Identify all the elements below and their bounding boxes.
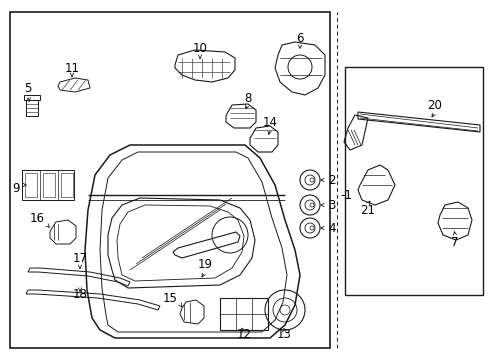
Text: 5: 5	[24, 81, 32, 95]
Text: 9: 9	[13, 181, 20, 194]
Bar	[345, 67, 482, 295]
Bar	[220, 298, 267, 330]
Bar	[26, 100, 38, 116]
Text: 21: 21	[360, 203, 375, 216]
Text: 14: 14	[262, 116, 277, 129]
Text: 7: 7	[450, 235, 458, 248]
Text: 3: 3	[327, 198, 335, 212]
Text: 12: 12	[236, 328, 251, 342]
Bar	[43, 173, 55, 197]
Text: 2: 2	[327, 174, 335, 186]
Text: 11: 11	[64, 62, 80, 75]
Text: 8: 8	[244, 91, 251, 104]
Bar	[24, 95, 40, 100]
Text: 18: 18	[72, 288, 87, 302]
Text: -1: -1	[339, 189, 351, 202]
Bar	[25, 173, 37, 197]
Text: 19: 19	[197, 258, 212, 271]
Bar	[61, 173, 73, 197]
Bar	[10, 12, 329, 348]
Text: 10: 10	[192, 41, 207, 54]
Text: 13: 13	[276, 328, 291, 342]
Bar	[22, 170, 74, 200]
Text: 4: 4	[327, 221, 335, 234]
Text: 20: 20	[427, 99, 442, 112]
Text: 15: 15	[163, 292, 178, 305]
Text: 16: 16	[30, 212, 45, 225]
Text: 17: 17	[72, 252, 87, 265]
Text: 6: 6	[296, 32, 303, 45]
